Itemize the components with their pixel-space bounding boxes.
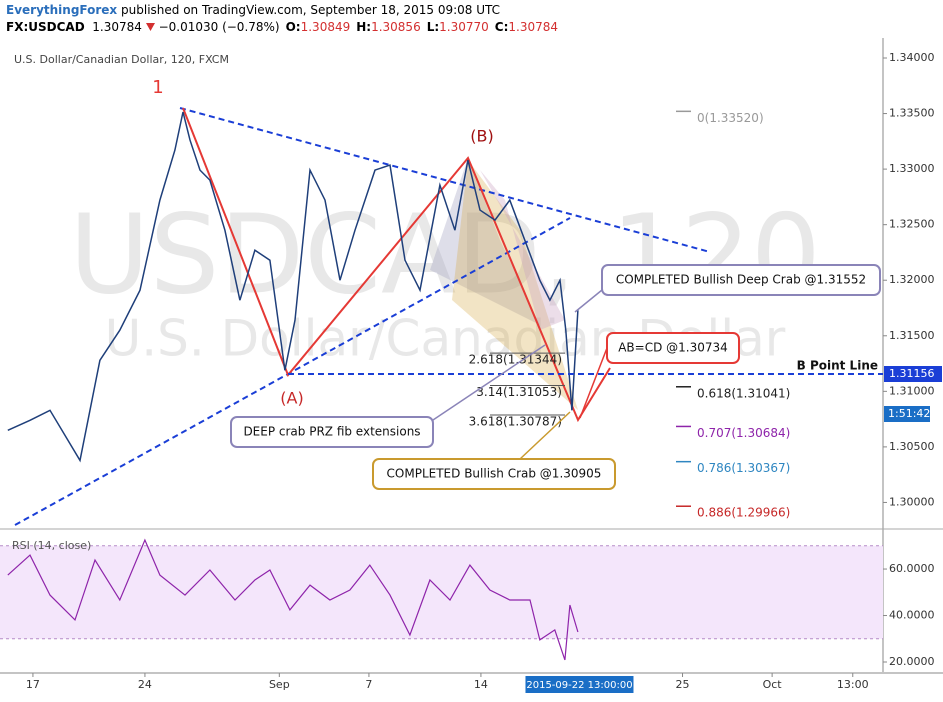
author[interactable]: EverythingForex (6, 3, 118, 17)
ohlc-key: C: (494, 20, 509, 34)
ohlc-value: 1.30784 (508, 20, 559, 34)
y-tick-label: 1.33500 (889, 107, 935, 120)
y-tick-label: 1.34000 (889, 51, 935, 64)
y-tick-label: 1.31000 (889, 384, 935, 397)
drawing (574, 289, 603, 313)
watermark: USDCAD, 120 (69, 190, 821, 318)
drawing (519, 411, 571, 460)
extension-label: 2.618(1.31344) (469, 353, 562, 367)
wave-label: 1 (152, 77, 163, 98)
drawing (14, 217, 571, 526)
callout-text: DEEP crab PRZ fib extensions (243, 425, 420, 439)
callout-text: AB=CD @1.30734 (618, 341, 728, 355)
ohlc-value: 1.30856 (371, 20, 421, 34)
y-tick-label: 1.32000 (889, 273, 935, 286)
y-tick-label: 1.30000 (889, 495, 935, 508)
countdown: 1:51:42 (888, 407, 930, 420)
ohlc-value: 1.30849 (300, 20, 351, 34)
y-tick-label: 1.32500 (889, 218, 935, 231)
fib-label: 0.886(1.29966) (697, 506, 790, 520)
extension-label: 3.618(1.30787) (469, 415, 562, 429)
extension-label: 3.14(1.31053) (476, 385, 562, 399)
header-line: FX:USDCAD 1.30784 −0.01030 (−0.78%) O:1.3… (6, 19, 937, 36)
rsi-title: RSI (14, close) (12, 539, 91, 552)
symbol: FX:USDCAD (6, 20, 85, 34)
y-tick-label: 20.0000 (889, 655, 935, 668)
callout-text: COMPLETED Bullish Deep Crab @1.31552 (616, 273, 866, 287)
y-tick-label: 60.0000 (889, 562, 935, 575)
ohlc-key: H: (356, 20, 372, 34)
drawing (179, 107, 711, 253)
y-tick-label: 1.33000 (889, 162, 935, 175)
x-tick-label: Sep (269, 678, 290, 691)
x-tick-label: 13:00 (837, 678, 869, 691)
drawing (579, 347, 608, 419)
down-arrow (145, 23, 155, 31)
callout-box (606, 332, 740, 364)
published: published on TradingView.com, September … (121, 3, 501, 17)
header: EverythingForex published on TradingView… (0, 0, 943, 38)
point-label: (B) (470, 127, 493, 146)
header-line: EverythingForex published on TradingView… (6, 2, 937, 19)
y-tick-label: 1.31500 (889, 329, 935, 342)
price-badge-label: 1.31156 (889, 367, 935, 380)
fib-label: 0.786(1.30367) (697, 461, 790, 475)
x-tick-label: 14 (474, 678, 488, 691)
y-tick-label: 40.0000 (889, 609, 935, 622)
point-label: (A) (280, 389, 303, 408)
ohlc-key: O: (285, 20, 301, 34)
callout-box (601, 264, 881, 296)
callout-box (230, 416, 434, 448)
crosshair-badge (525, 676, 634, 693)
countdown-badge (884, 406, 930, 422)
chart-title: U.S. Dollar/Canadian Dollar, 120, FXCM (14, 53, 229, 66)
b-point-text: B Point Line (797, 359, 878, 373)
change: −0.01030 (−0.78%) (158, 20, 280, 34)
y-tick-label: 1.30500 (889, 440, 935, 453)
callout-text: COMPLETED Bullish Crab @1.30905 (387, 467, 602, 481)
pattern-fill (430, 158, 540, 325)
rsi-line (7, 538, 579, 661)
fib-label: 0.618(1.31041) (697, 386, 790, 400)
x-tick-label: Oct (763, 678, 783, 691)
last-price: 1.30784 (92, 20, 142, 34)
ohlc-value: 1.30770 (439, 20, 489, 34)
crosshair-label: 2015-09-22 13:00:00 (526, 680, 632, 691)
drawing (432, 344, 546, 421)
x-tick-label: 24 (138, 678, 152, 691)
ohlc: O:1.30849 H:1.30856 L:1.30770 C:1.30784 (280, 20, 558, 34)
price-line (7, 111, 579, 463)
callout-box (372, 458, 616, 490)
pattern-fill (480, 170, 565, 330)
ohlc-key: L: (426, 20, 440, 34)
fib-label: 0.707(1.30684) (697, 426, 790, 440)
x-tick-label: 17 (26, 678, 40, 691)
x-tick-label: 25 (676, 678, 690, 691)
price-badge (884, 366, 942, 382)
x-tick-label: 7 (365, 678, 372, 691)
drawing (182, 107, 611, 423)
fib-label: 0(1.33520) (697, 111, 764, 125)
